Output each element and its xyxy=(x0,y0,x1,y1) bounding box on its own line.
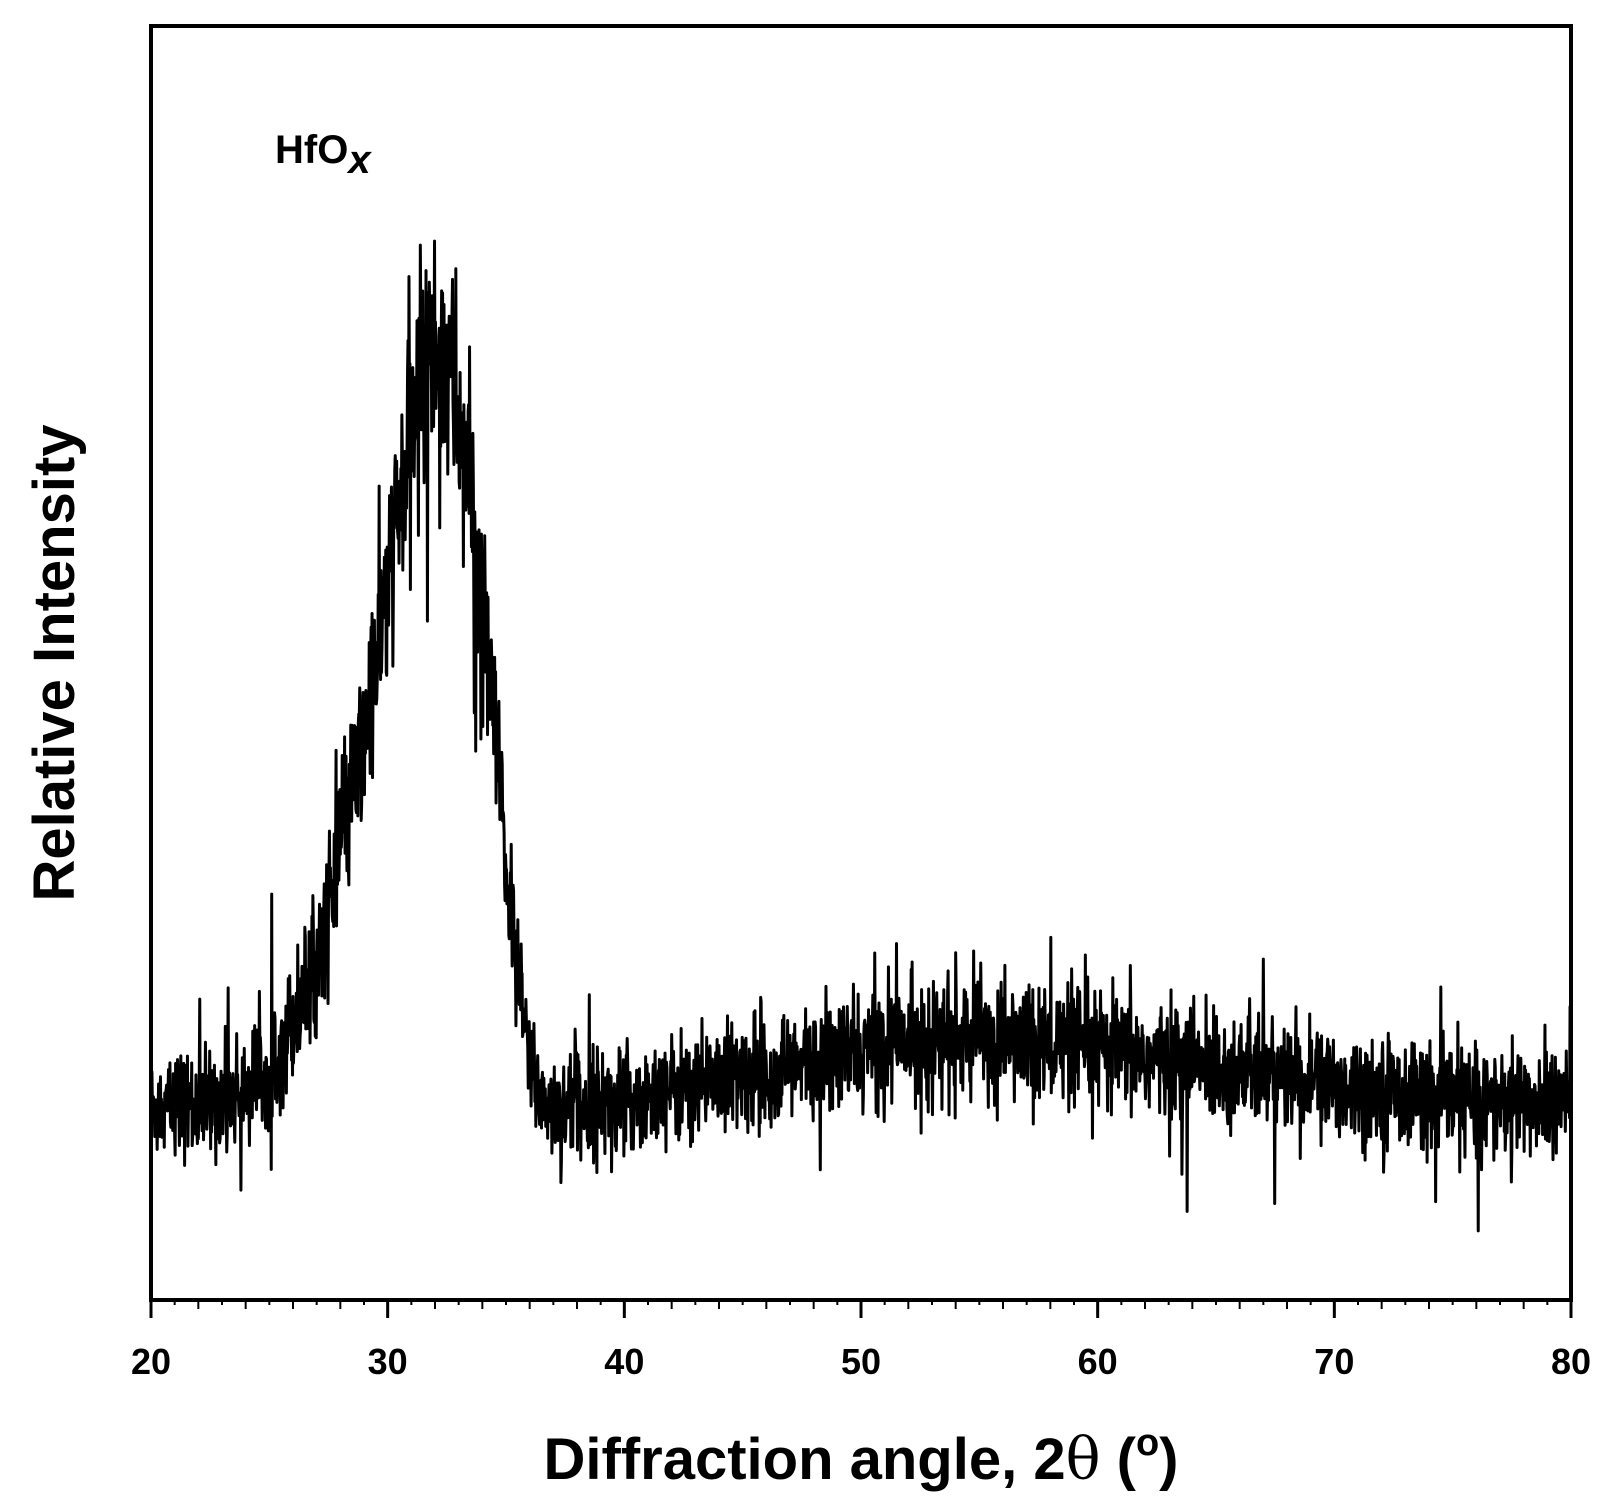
x-tick-label: 70 xyxy=(1314,1341,1354,1382)
x-axis-tick-labels: 20 30 40 50 60 70 80 xyxy=(131,1341,1591,1382)
annotation-label: HfOx xyxy=(275,128,372,182)
x-tick-label: 40 xyxy=(604,1341,644,1382)
series-line xyxy=(149,239,1573,1233)
x-tick-label: 30 xyxy=(368,1341,408,1382)
x-tick-label: 80 xyxy=(1551,1341,1591,1382)
x-axis-ticks xyxy=(149,1300,1573,1318)
x-tick-label: 20 xyxy=(131,1341,171,1382)
x-tick-label: 50 xyxy=(841,1341,881,1382)
x-axis-title: Diffraction angle, 2θ (o) xyxy=(544,1422,1179,1493)
x-tick-label: 60 xyxy=(1078,1341,1118,1382)
y-axis-title: Relative Intensity xyxy=(22,424,87,901)
